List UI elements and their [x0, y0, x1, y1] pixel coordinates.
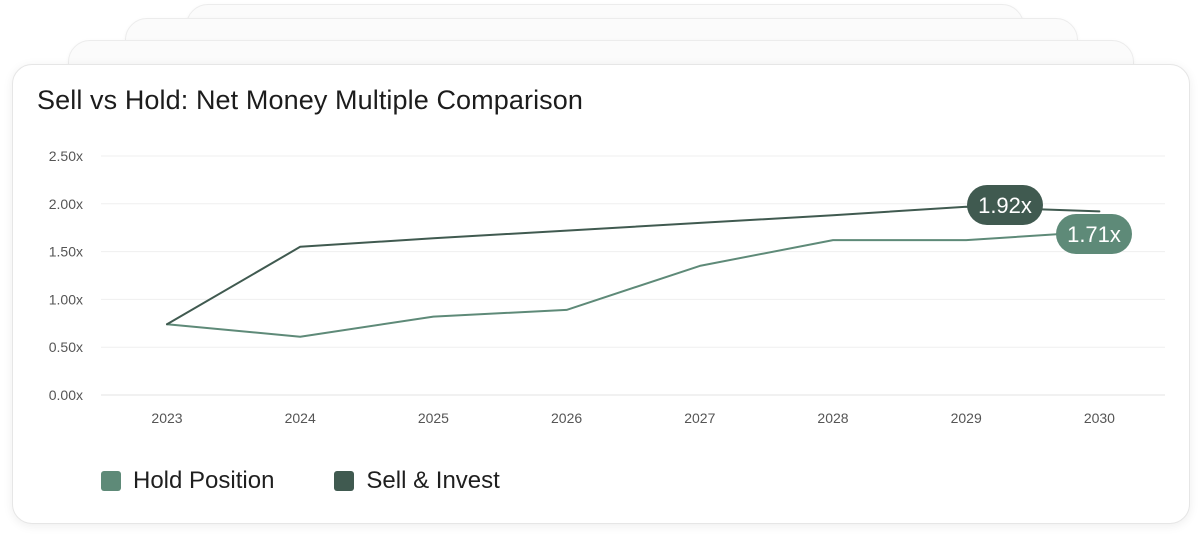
legend-label-sell: Sell & Invest — [366, 467, 500, 494]
x-tick-label: 2023 — [151, 410, 182, 426]
end-label-text: 1.71x — [1067, 222, 1121, 247]
chart-title: Sell vs Hold: Net Money Multiple Compari… — [37, 85, 584, 115]
end-label-badge-hold: 1.71x — [1056, 214, 1132, 254]
series-line-hold[interactable] — [166, 230, 1101, 338]
y-tick-label: 1.50x — [49, 244, 83, 260]
series-line-sell[interactable] — [166, 205, 1101, 326]
x-tick-label: 2028 — [817, 410, 848, 426]
legend-swatch-sell — [334, 471, 355, 491]
x-axis-ticks: 2023 2024 2025 2026 2027 2028 2029 2030 — [151, 410, 1115, 426]
x-tick-label: 2030 — [1084, 410, 1115, 426]
series-layer — [166, 205, 1101, 338]
y-tick-label: 1.00x — [49, 291, 83, 307]
chart-card: Sell vs Hold: Net Money Multiple Compari… — [12, 64, 1190, 524]
legend-item-hold[interactable]: Hold Position — [101, 467, 274, 495]
x-tick-label: 2024 — [285, 410, 316, 426]
legend-item-sell[interactable]: Sell & Invest — [334, 467, 500, 495]
y-tick-label: 0.00x — [49, 387, 83, 403]
end-label-text: 1.92x — [978, 193, 1032, 218]
grid-layer — [101, 155, 1165, 396]
x-tick-label: 2029 — [951, 410, 982, 426]
legend-swatch-hold — [101, 471, 121, 491]
x-tick-label: 2025 — [418, 410, 449, 426]
x-tick-label: 2026 — [551, 410, 582, 426]
y-tick-label: 2.50x — [49, 148, 83, 164]
y-axis-ticks: 0.00x 0.50x 1.00x 1.50x 2.00x 2.50x — [49, 148, 83, 403]
y-tick-label: 0.50x — [49, 339, 83, 355]
end-label-badge-sell: 1.92x — [967, 185, 1043, 225]
legend: Hold Position Sell & Invest — [101, 467, 560, 495]
x-tick-label: 2027 — [684, 410, 715, 426]
y-tick-label: 2.00x — [49, 196, 83, 212]
legend-label-hold: Hold Position — [133, 467, 275, 494]
end-label-layer: 1.71x 1.92x — [967, 185, 1132, 254]
